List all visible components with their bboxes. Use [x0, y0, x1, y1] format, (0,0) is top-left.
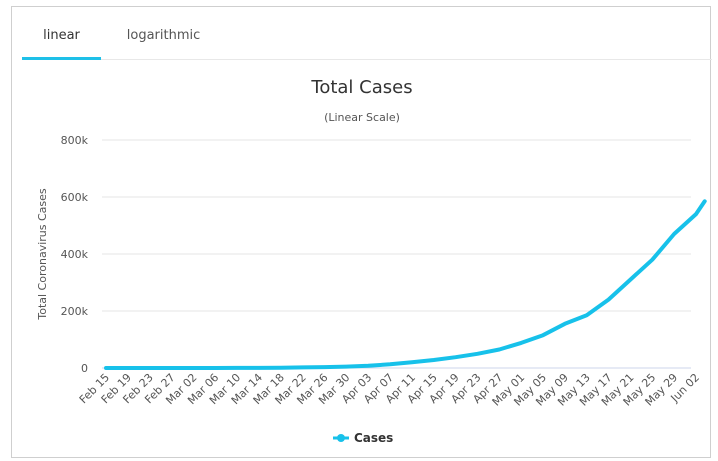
chart-panel: linear logarithmic — [11, 6, 712, 458]
legend[interactable]: Cases — [333, 431, 393, 445]
y-axis-label: Total Coronavirus Cases — [36, 188, 49, 321]
y-tick-label: 200k — [61, 305, 89, 318]
y-tick-label: 400k — [61, 248, 89, 261]
legend-swatch-marker — [337, 434, 345, 442]
chart-subtitle: (Linear Scale) — [324, 111, 400, 124]
y-tick-label: 800k — [61, 134, 89, 147]
scale-tabs: linear logarithmic — [22, 17, 712, 60]
y-tick-label: 0 — [81, 362, 88, 375]
cases-series-line[interactable] — [104, 199, 707, 370]
y-tick-label: 600k — [61, 191, 89, 204]
tab-logarithmic[interactable]: logarithmic — [126, 28, 201, 43]
legend-label-cases[interactable]: Cases — [354, 431, 393, 445]
chart-title: Total Cases — [310, 77, 412, 98]
tab-linear[interactable]: linear — [22, 17, 101, 60]
